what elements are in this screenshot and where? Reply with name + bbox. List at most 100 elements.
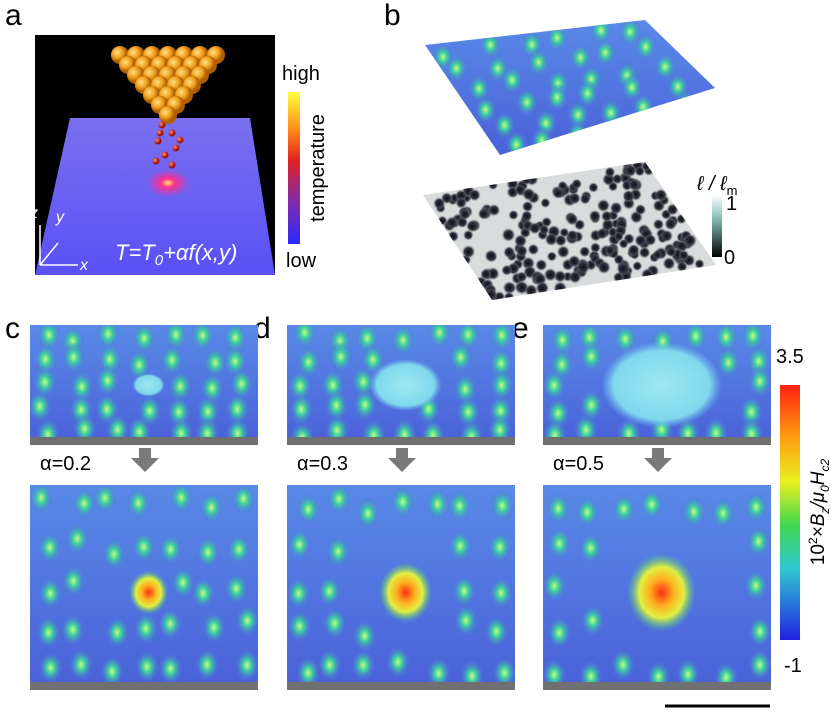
core: [484, 288, 498, 300]
peak: [224, 572, 249, 605]
peak: [131, 530, 156, 563]
peak: [639, 488, 664, 521]
hot-spot: [146, 169, 190, 197]
depleted-region: [601, 341, 722, 429]
axes-glyph: [39, 225, 78, 266]
core: [666, 203, 679, 216]
atom: [168, 161, 176, 169]
core: [461, 244, 476, 259]
peak: [126, 487, 151, 520]
peak: [579, 389, 604, 422]
peak: [530, 126, 553, 155]
peak: [579, 340, 604, 373]
alpha-label: α=0.3: [297, 453, 348, 475]
peak: [223, 325, 248, 354]
core: [660, 229, 674, 243]
core: [665, 246, 677, 258]
peak: [191, 577, 216, 610]
core: [678, 249, 690, 261]
base-strip: [543, 437, 771, 445]
core: [501, 264, 513, 276]
peak: [489, 325, 514, 352]
core: [455, 197, 467, 209]
peak: [420, 419, 445, 445]
surface: [30, 485, 258, 690]
surface: [543, 485, 771, 690]
peak: [740, 325, 765, 352]
alpha-label: α=0.5: [553, 453, 604, 475]
peak: [547, 616, 572, 649]
peak: [361, 419, 386, 445]
peak: [654, 52, 677, 81]
peak: [685, 110, 708, 139]
peak: [61, 564, 86, 597]
peak: [575, 496, 600, 529]
peak: [134, 650, 159, 683]
peak: [326, 535, 351, 568]
peak: [392, 418, 417, 445]
peak: [543, 419, 567, 445]
peak: [747, 648, 771, 681]
core: [613, 231, 624, 242]
core: [553, 281, 568, 296]
peak: [100, 655, 125, 688]
core: [609, 201, 623, 215]
atom: [154, 137, 162, 145]
surface: [30, 325, 258, 445]
peak: [190, 325, 215, 352]
peak: [634, 32, 657, 61]
axis-y: y: [55, 209, 65, 226]
peak: [515, 88, 538, 117]
order-colorbar-title: ℓ / ℓm: [696, 173, 737, 198]
peak: [447, 489, 472, 522]
peak: [32, 366, 57, 399]
peak: [566, 120, 589, 149]
atom: [152, 157, 160, 165]
alpha-label: α=0.2: [40, 453, 91, 475]
core: [543, 267, 558, 282]
arrow: [131, 448, 159, 472]
atom: [172, 144, 180, 152]
peak: [493, 111, 516, 140]
panel-label: b: [384, 0, 401, 32]
peak: [133, 612, 158, 645]
core: [616, 261, 631, 276]
core: [538, 224, 550, 235]
peak: [231, 485, 256, 515]
axis-x: x: [79, 257, 89, 274]
peak: [546, 492, 571, 525]
peak: [158, 533, 183, 566]
core: [513, 234, 528, 248]
core: [604, 166, 616, 178]
peak: [168, 370, 193, 403]
base-strip: [287, 682, 515, 690]
arrow: [644, 448, 672, 472]
core: [521, 210, 533, 222]
peak: [448, 530, 473, 563]
peak: [235, 649, 258, 682]
peak: [37, 531, 62, 564]
atom: [176, 136, 184, 144]
core: [578, 245, 591, 258]
peak: [296, 346, 321, 379]
depleted-region: [132, 373, 165, 397]
peak: [484, 615, 509, 648]
peak: [746, 525, 771, 558]
core: [544, 232, 559, 247]
peak: [425, 488, 450, 521]
field-colorbar-max: 3.5: [776, 346, 804, 368]
core: [654, 188, 668, 202]
peak: [747, 615, 771, 648]
peak: [65, 522, 90, 555]
peak: [72, 412, 97, 445]
peak: [546, 83, 569, 112]
core: [508, 209, 519, 221]
peak: [289, 393, 314, 426]
core: [521, 174, 532, 185]
peak: [681, 495, 706, 528]
order-colorbar-min: 0: [724, 247, 735, 269]
peak: [644, 112, 667, 141]
core: [546, 251, 558, 262]
peak: [543, 369, 567, 402]
core: [634, 165, 646, 177]
